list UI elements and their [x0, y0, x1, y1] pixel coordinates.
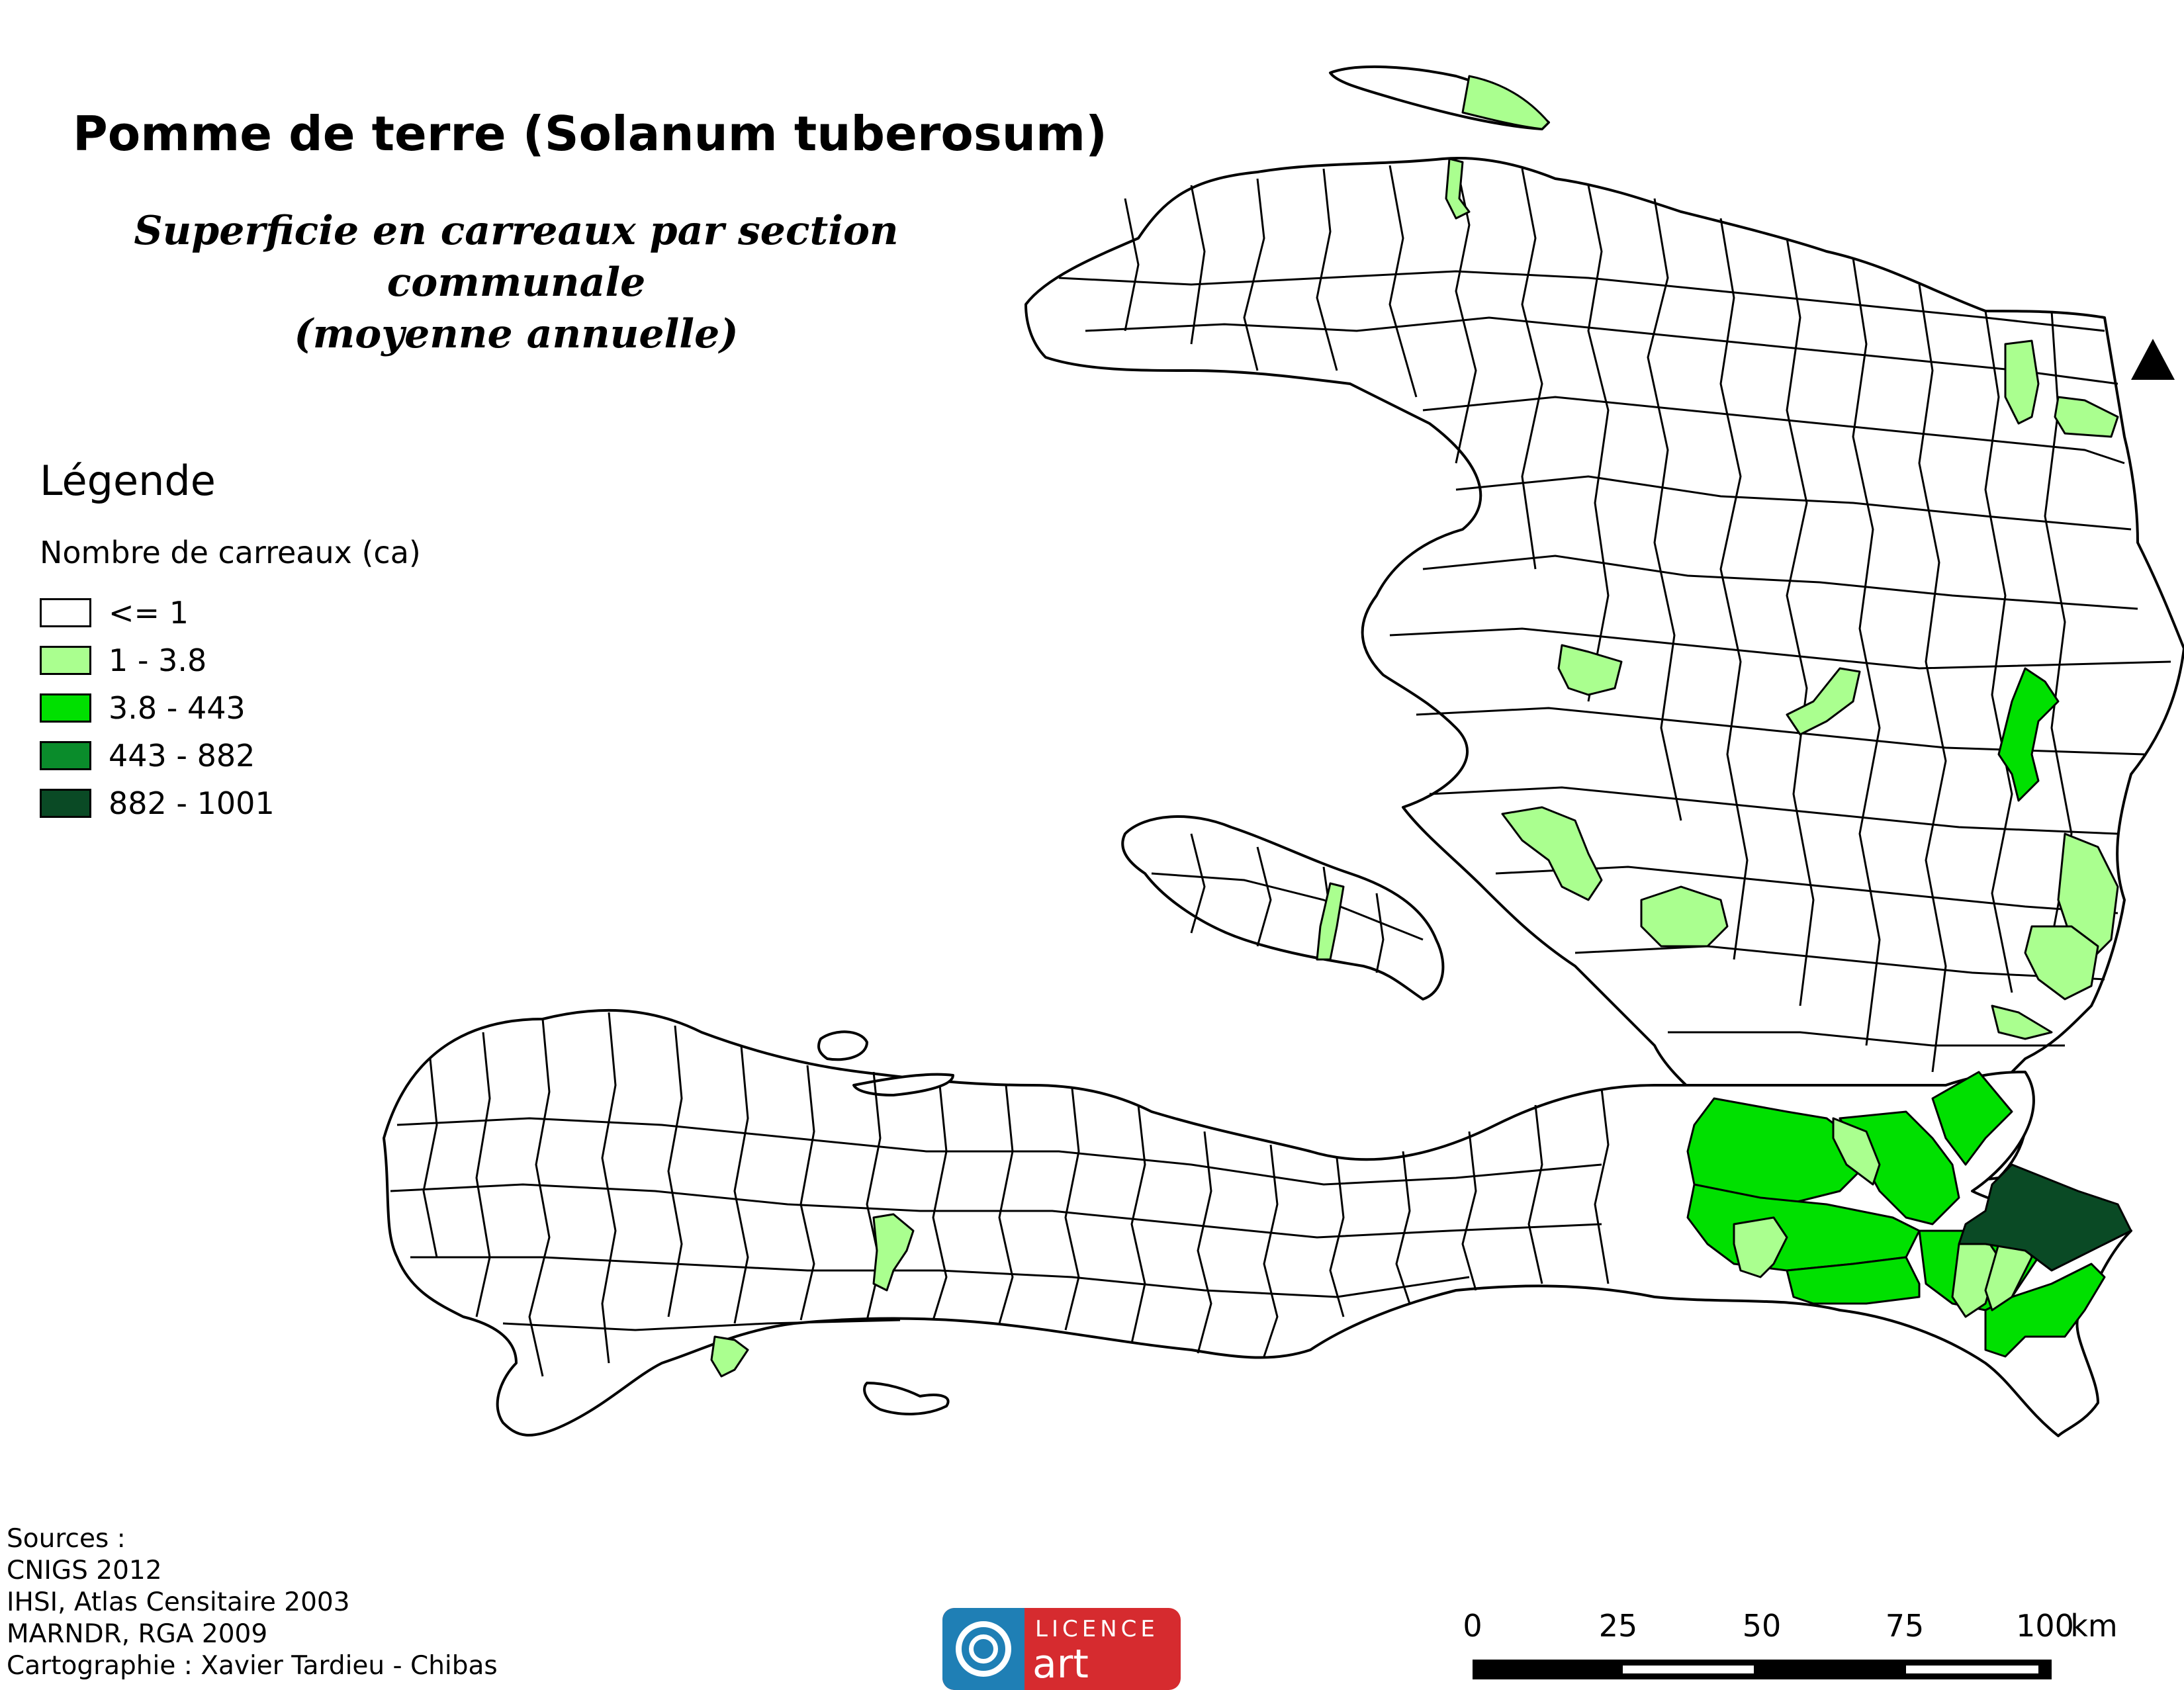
tortuga-light: [1463, 76, 1549, 129]
source-line: CNIGS 2012: [7, 1555, 498, 1587]
license-bottom-text: art libre: [1032, 1641, 1181, 1690]
scale-tick-label: 50: [1743, 1608, 1782, 1644]
scale-unit-label: km: [2070, 1608, 2117, 1644]
scale-tick-label: 75: [1886, 1608, 1925, 1644]
license-ring-inner: [969, 1634, 998, 1664]
sud-light-2: [711, 1337, 748, 1376]
cayemites: [819, 1032, 867, 1059]
north-arrow-icon: [2131, 339, 2175, 380]
license-top-text: LICENCE: [1035, 1616, 1159, 1642]
scale-segment: [1906, 1666, 2038, 1673]
scale-bar: 0 25 50 75 100 km: [1463, 1608, 2058, 1687]
source-line: Cartographie : Xavier Tardieu - Chibas: [7, 1650, 498, 1682]
sources-heading: Sources :: [7, 1523, 498, 1555]
license-circle-icon: [942, 1608, 1024, 1690]
scale-bar-graphic: [1473, 1660, 2052, 1679]
ile-de-la-gonave: [1122, 817, 1443, 999]
scale-tick-label: 25: [1599, 1608, 1638, 1644]
ile-a-vache: [864, 1383, 948, 1414]
source-line: MARNDR, RGA 2009: [7, 1619, 498, 1650]
license-logo: LICENCE art libre: [942, 1608, 1181, 1690]
source-line: IHSI, Atlas Censitaire 2003: [7, 1587, 498, 1619]
sources-block: Sources : CNIGS 2012 IHSI, Atlas Censita…: [7, 1523, 498, 1682]
scale-segment: [1623, 1666, 1754, 1673]
scale-tick-label: 100: [2016, 1608, 2074, 1644]
scale-tick-label: 0: [1463, 1608, 1482, 1644]
